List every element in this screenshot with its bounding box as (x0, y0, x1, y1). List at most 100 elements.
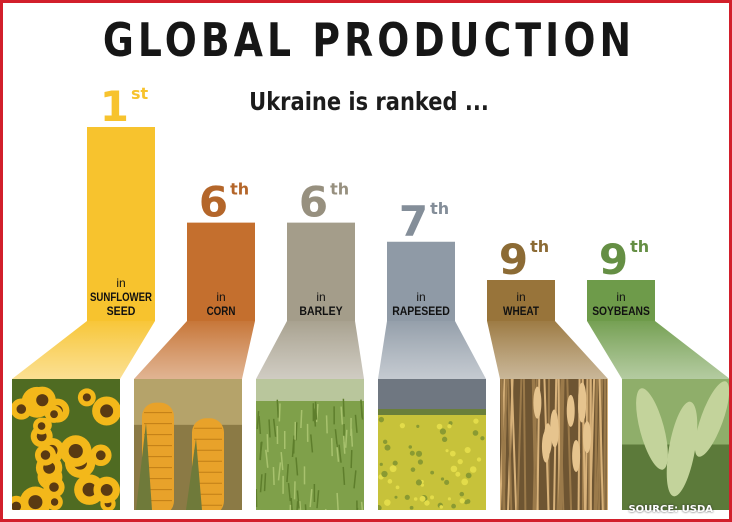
soybean-pod (694, 381, 729, 457)
rapeseed-flower (420, 483, 425, 487)
barley-stalk (350, 450, 353, 469)
rapeseed-flower (378, 416, 385, 423)
sunflower-center (100, 404, 114, 418)
photo-horizon (378, 409, 486, 415)
barley-stalk (272, 418, 277, 437)
rank-number: 9 (499, 235, 528, 284)
bar-rapeseed (387, 241, 455, 321)
barley-stalk (277, 462, 282, 481)
barley-stalk (353, 470, 357, 489)
soybean-pod (666, 401, 698, 497)
barley-stalk (350, 428, 354, 447)
barley-stalk (360, 399, 363, 418)
rapeseed-flower (445, 449, 449, 453)
rapeseed-flower (394, 495, 398, 499)
barley-stalk (295, 422, 298, 441)
rapeseed-flower (384, 444, 391, 451)
rapeseed-flower (447, 497, 452, 501)
bar-label-prefix: in (116, 276, 125, 290)
barley-stalk (344, 429, 348, 448)
rank-number: 6 (199, 178, 228, 227)
photos-layer (12, 379, 729, 510)
beam-soybeans (587, 321, 729, 379)
rapeseed-flower (480, 436, 485, 441)
rapeseed-flower (417, 459, 423, 465)
rank-suffix: th (330, 180, 349, 199)
rapeseed-flower (387, 479, 393, 484)
rapeseed-flower (448, 421, 453, 426)
rapeseed-flower (455, 471, 461, 477)
rapeseed-flower (408, 445, 413, 449)
wheat-stalk (598, 379, 604, 510)
barley-stalk (310, 434, 314, 453)
wheat-head (550, 409, 559, 442)
sunflower-center (28, 495, 43, 510)
bar-label-text: RAPESEED (392, 306, 450, 318)
rapeseed-flower (473, 418, 479, 424)
sunflower-center (36, 394, 49, 407)
rapeseed-flower (384, 499, 391, 506)
wheat-stalk (507, 379, 513, 510)
barley-stalk (295, 457, 299, 476)
corn-husk (186, 438, 202, 510)
barley-stalk (265, 449, 269, 468)
rapeseed-flower (464, 446, 471, 454)
barley-stalk (316, 490, 320, 509)
barley-stalk (296, 501, 299, 510)
rapeseed-flower (415, 450, 423, 457)
corn-husk (136, 422, 152, 510)
bar-wheat (487, 280, 555, 321)
bar-label-prefix: in (416, 290, 425, 304)
rapeseed-flower (395, 485, 400, 490)
photo-soybeans (622, 379, 729, 510)
sunflower-center (12, 501, 22, 510)
barley-stalk (287, 482, 292, 502)
barley-stalk (290, 497, 293, 510)
bar-label-text: SUNFLOWER (90, 292, 153, 304)
rapeseed-flower (472, 430, 479, 436)
rank-number: 6 (299, 178, 328, 227)
barley-stalk (334, 429, 339, 448)
wheat-stalk (593, 379, 599, 510)
photo-barley (256, 379, 364, 510)
rapeseed-flower (409, 505, 414, 510)
beams-layer (12, 321, 729, 379)
bar-label-text: WHEAT (503, 306, 539, 318)
sunflower-center (16, 404, 27, 414)
rapeseed-flower (465, 472, 472, 479)
barley-stalk (314, 404, 317, 423)
barley-stalk (300, 409, 303, 429)
rapeseed-flower (459, 498, 465, 504)
barley-stalk (338, 444, 342, 463)
barley-stalk (304, 504, 307, 510)
barley-stalk (263, 473, 267, 492)
barley-stalk (354, 414, 358, 433)
rank-suffix: th (530, 237, 549, 256)
page-title: GLOBAL PRODUCTION (102, 13, 636, 67)
rapeseed-flower (447, 424, 452, 429)
rapeseed-flower (379, 462, 383, 466)
wheat-stalk (500, 379, 505, 510)
bar-label-prefix: in (316, 290, 325, 304)
wheat-head (578, 382, 587, 415)
rapeseed-flower (439, 428, 447, 435)
sunflower-center (50, 498, 59, 506)
rapeseed-flower (416, 424, 420, 428)
rapeseed-flower (424, 500, 430, 506)
rapeseed-flower (459, 491, 465, 497)
photo-sky (256, 379, 364, 401)
bar-corn (187, 222, 255, 321)
wheat-stalk (531, 379, 537, 510)
barley-stalk (291, 438, 295, 458)
barley-stalk (342, 466, 346, 485)
rapeseed-flower (378, 504, 382, 510)
barley-stalk (280, 452, 284, 471)
beam-corn (134, 321, 255, 379)
rapeseed-flower (392, 460, 398, 466)
